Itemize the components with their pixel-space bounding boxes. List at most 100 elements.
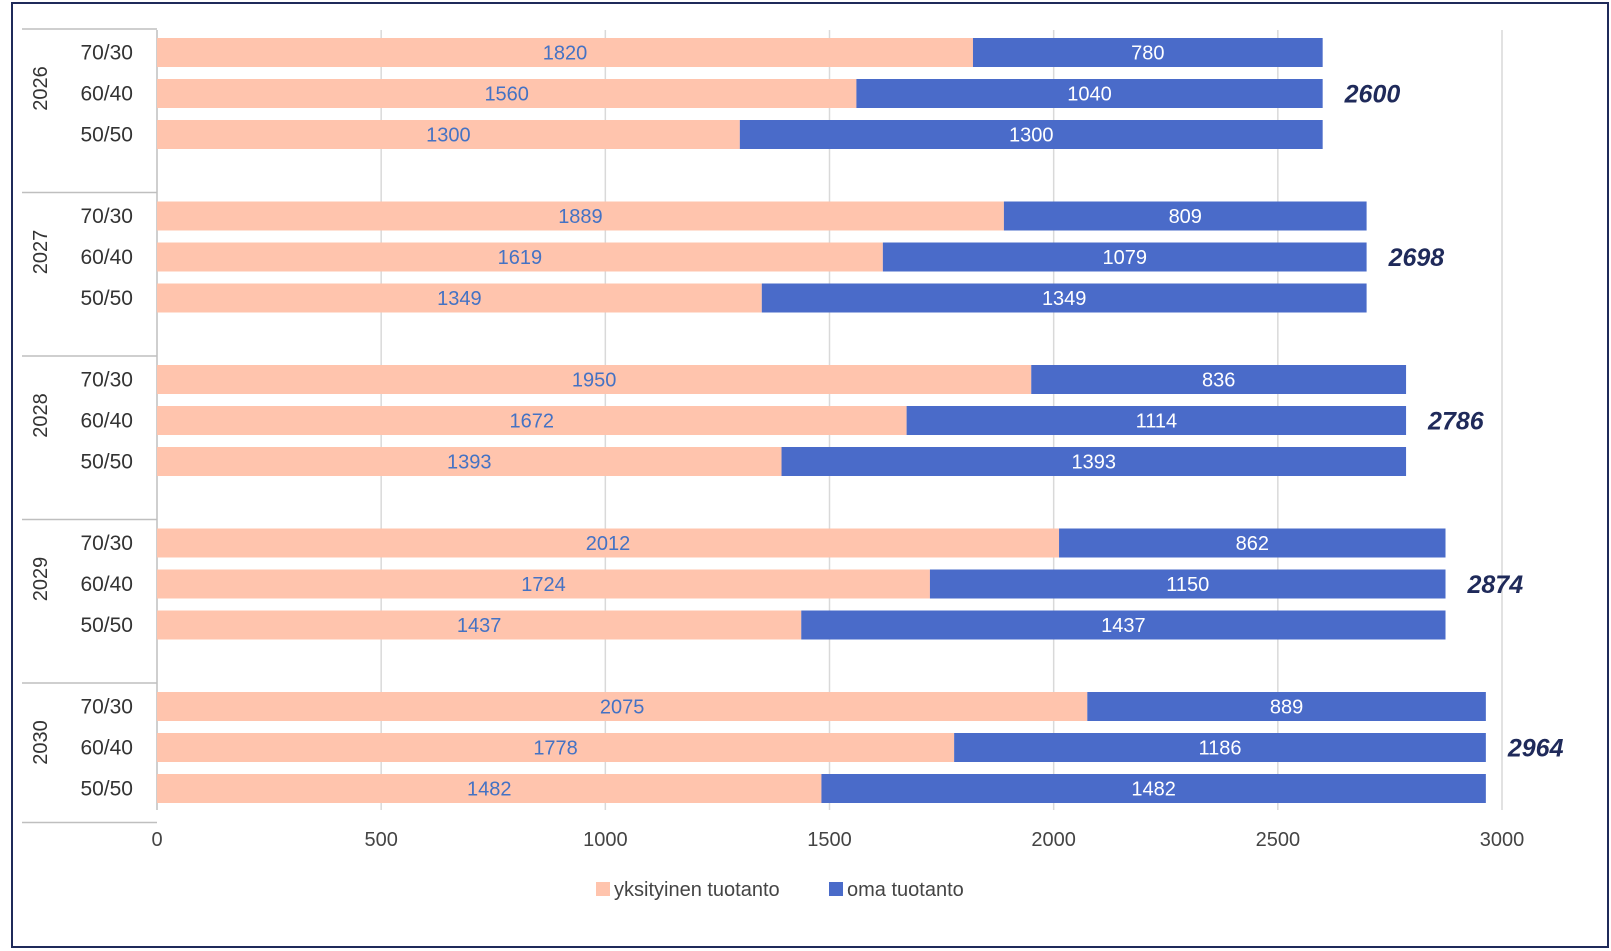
legend-label: yksityinen tuotanto bbox=[614, 879, 780, 901]
total-label: 2698 bbox=[1388, 244, 1445, 272]
bar-private bbox=[157, 79, 857, 108]
bar-private bbox=[157, 733, 955, 762]
x-tick-label: 3000 bbox=[1480, 829, 1525, 851]
bar-private bbox=[157, 528, 1060, 558]
total-label: 2964 bbox=[1507, 735, 1564, 763]
x-axis-ticks: 0 500 1000 1500 2000 2500 3000 bbox=[151, 829, 1524, 851]
bar-private bbox=[157, 365, 1032, 394]
category-label: 50/50 bbox=[80, 124, 133, 147]
legend-label: oma tuotanto bbox=[847, 879, 964, 901]
category-axis: 2026 2027 2028 2029 2030 bbox=[22, 28, 158, 824]
total-label: 2874 bbox=[1467, 571, 1524, 599]
value-label-own: 1150 bbox=[1166, 574, 1209, 596]
category-label: 50/50 bbox=[80, 614, 133, 637]
category-label: 50/50 bbox=[80, 778, 133, 801]
value-label-private: 1300 bbox=[426, 125, 471, 147]
bar-own bbox=[906, 406, 1407, 435]
bar-own bbox=[1031, 365, 1407, 394]
category-label: 60/40 bbox=[80, 410, 133, 433]
year-label: 2030 bbox=[30, 720, 52, 765]
x-tick-label: 2500 bbox=[1256, 829, 1301, 851]
bar-private bbox=[157, 38, 973, 67]
bar-own bbox=[929, 569, 1446, 599]
x-tick-label: 2000 bbox=[1031, 829, 1076, 851]
value-label-own: 1349 bbox=[1042, 288, 1087, 310]
value-label-own: 889 bbox=[1270, 697, 1303, 719]
value-label-private: 1619 bbox=[498, 247, 543, 269]
value-label-own: 1393 bbox=[1072, 452, 1117, 474]
bar-private bbox=[157, 692, 1088, 721]
year-label: 2029 bbox=[30, 557, 52, 602]
value-label-own: 836 bbox=[1202, 370, 1235, 392]
bar-own bbox=[739, 120, 1323, 149]
value-label-private: 2012 bbox=[586, 533, 631, 555]
bar-private bbox=[157, 447, 782, 476]
category-label: 60/40 bbox=[80, 737, 133, 760]
category-label: 50/50 bbox=[80, 287, 133, 310]
value-label-private: 1672 bbox=[510, 411, 555, 433]
value-label-private: 1393 bbox=[447, 452, 492, 474]
x-tick-label: 1000 bbox=[583, 829, 628, 851]
category-label: 70/30 bbox=[80, 205, 133, 228]
category-label: 60/40 bbox=[80, 573, 133, 596]
bar-own bbox=[781, 447, 1407, 476]
total-label: 2786 bbox=[1427, 408, 1485, 436]
bar-private bbox=[157, 610, 802, 640]
category-label: 70/30 bbox=[80, 42, 133, 65]
bar-own bbox=[972, 38, 1323, 67]
value-label-private: 1482 bbox=[467, 779, 512, 801]
value-label-own: 1186 bbox=[1198, 738, 1241, 760]
category-label: 50/50 bbox=[80, 451, 133, 474]
value-label-own: 1300 bbox=[1009, 125, 1054, 147]
value-label-private: 2075 bbox=[600, 697, 645, 719]
year-label: 2026 bbox=[30, 66, 52, 111]
bar-own bbox=[954, 733, 1486, 762]
bar-own bbox=[1059, 528, 1446, 558]
category-label: 70/30 bbox=[80, 696, 133, 719]
value-label-own: 1040 bbox=[1067, 84, 1112, 106]
value-label-private: 1437 bbox=[457, 615, 502, 637]
category-label: 60/40 bbox=[80, 83, 133, 106]
category-label: 70/30 bbox=[80, 369, 133, 392]
data-labels: 70/30 1820 780 60/40 1560 1040 50/50 1300 1300 26… bbox=[80, 42, 1563, 801]
value-label-private: 1889 bbox=[558, 206, 603, 228]
x-tick-label: 500 bbox=[364, 829, 397, 851]
value-label-own: 1437 bbox=[1101, 615, 1146, 637]
value-label-own: 862 bbox=[1236, 533, 1269, 555]
bars bbox=[157, 38, 1486, 803]
value-label-private: 1950 bbox=[572, 370, 617, 392]
bar-private bbox=[157, 201, 1004, 231]
bar-private bbox=[157, 120, 740, 149]
category-label: 60/40 bbox=[80, 246, 133, 269]
value-label-own: 1114 bbox=[1136, 411, 1178, 433]
year-label: 2028 bbox=[30, 393, 52, 438]
x-tick-label: 1500 bbox=[807, 829, 852, 851]
bar-private bbox=[157, 283, 762, 313]
value-label-own: 1482 bbox=[1131, 779, 1176, 801]
value-label-own: 780 bbox=[1131, 43, 1164, 65]
bar-private bbox=[157, 406, 907, 435]
bar-own bbox=[761, 283, 1367, 313]
value-label-own: 809 bbox=[1169, 206, 1202, 228]
bar-own bbox=[1003, 201, 1367, 231]
total-label: 2600 bbox=[1344, 81, 1401, 109]
value-label-private: 1724 bbox=[521, 574, 566, 596]
legend-swatch bbox=[596, 882, 610, 896]
bar-own bbox=[882, 242, 1367, 272]
legend-swatch bbox=[829, 882, 843, 896]
bar-own bbox=[801, 610, 1446, 640]
value-label-private: 1778 bbox=[533, 738, 578, 760]
legend: yksityinen tuotanto oma tuotanto bbox=[596, 879, 964, 901]
year-label: 2027 bbox=[30, 230, 52, 275]
x-tick-label: 0 bbox=[151, 829, 162, 851]
bar-own bbox=[1087, 692, 1486, 721]
bar-private bbox=[157, 774, 822, 803]
value-label-private: 1349 bbox=[437, 288, 482, 310]
value-label-own: 1079 bbox=[1102, 247, 1147, 269]
value-label-private: 1560 bbox=[484, 84, 529, 106]
category-label: 70/30 bbox=[80, 532, 133, 555]
bar-own bbox=[821, 774, 1486, 803]
bar-own bbox=[856, 79, 1323, 108]
